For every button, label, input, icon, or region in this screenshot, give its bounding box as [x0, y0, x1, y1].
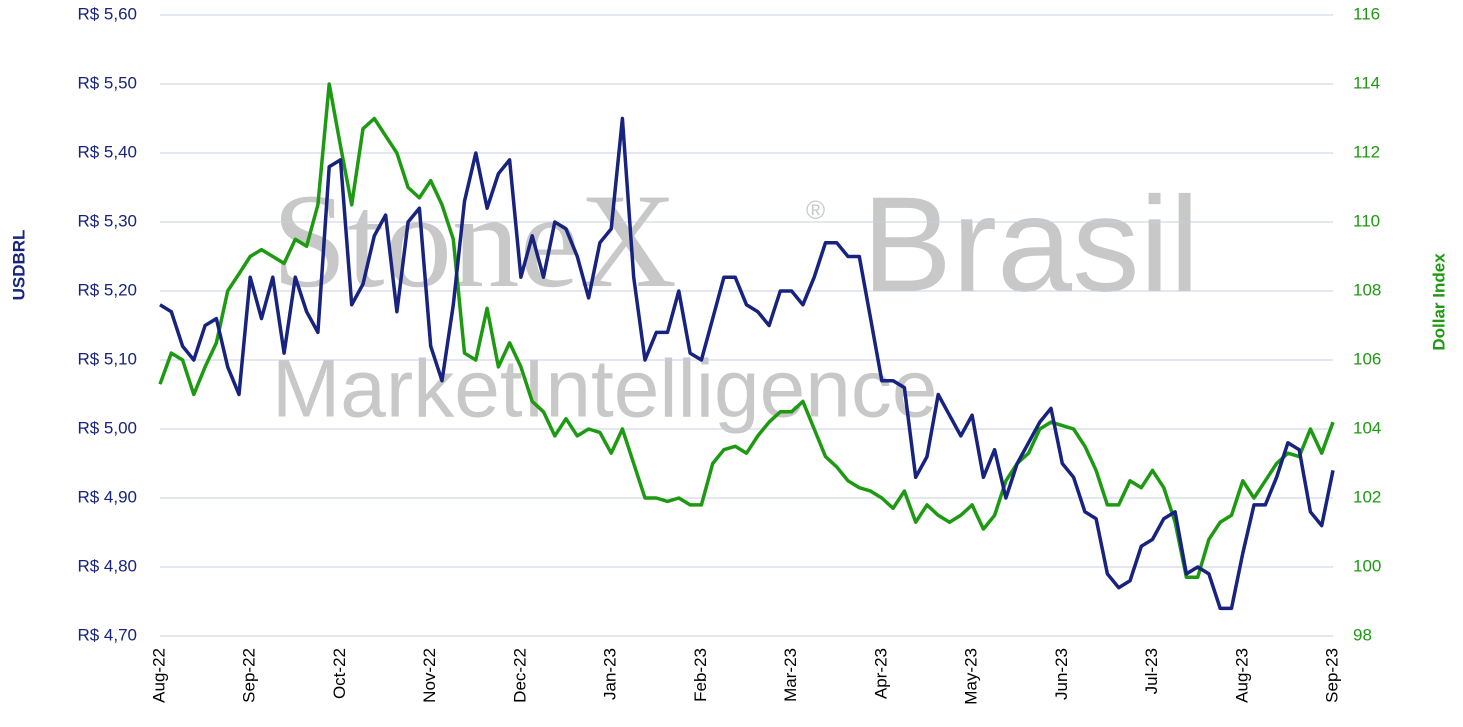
- x-tick-label: Sep-23: [1322, 648, 1341, 703]
- y-tick-label: R$ 5,40: [77, 142, 137, 161]
- y2-tick-label: 106: [1353, 349, 1381, 368]
- y2-tick-label: 112: [1353, 142, 1380, 161]
- y-tick-label: R$ 4,90: [77, 487, 137, 506]
- x-tick-label: Feb-23: [691, 648, 710, 702]
- x-tick-label: Sep-22: [240, 648, 259, 703]
- x-tick-label: Nov-22: [420, 648, 439, 703]
- y2-tick-label: 98: [1353, 625, 1372, 644]
- x-tick-label: May-23: [962, 648, 981, 705]
- watermark: StoneX ® Brasil MarketIntelligence: [272, 167, 1200, 435]
- x-tick-label: Jul-23: [1142, 648, 1161, 694]
- y2-tick-label: 116: [1353, 4, 1380, 23]
- watermark-mark: ®: [806, 195, 825, 225]
- y-tick-label: R$ 4,70: [77, 625, 137, 644]
- y-tick-label: R$ 5,10: [77, 349, 137, 368]
- y2-tick-label: 100: [1353, 556, 1381, 575]
- x-tick-label: Mar-23: [781, 648, 800, 702]
- y2-tick-label: 110: [1353, 211, 1380, 230]
- y2-axis-title: Dollar Index: [1429, 253, 1448, 351]
- watermark-region: Brasil: [862, 169, 1200, 320]
- y-tick-label: R$ 5,20: [77, 280, 137, 299]
- y-axis-title: USDBRL: [9, 230, 28, 301]
- series-line: [158, 82, 1335, 580]
- y-tick-label: R$ 5,50: [77, 73, 137, 92]
- x-tick-label: Apr-23: [871, 648, 890, 699]
- x-tick-label: Aug-23: [1232, 648, 1251, 703]
- x-tick-label: Oct-22: [330, 648, 349, 699]
- y2-tick-label: 104: [1353, 418, 1381, 437]
- series-line: [159, 116, 1335, 611]
- x-tick-label: Aug-22: [149, 648, 168, 703]
- x-tick-label: Jun-23: [1052, 648, 1071, 700]
- y2-tick-label: 102: [1353, 487, 1381, 506]
- y2-tick-label: 108: [1353, 280, 1381, 299]
- watermark-unit: MarketIntelligence: [272, 344, 937, 435]
- x-tick-label: Dec-22: [510, 648, 529, 703]
- y-tick-label: R$ 5,00: [77, 418, 137, 437]
- y-tick-label: R$ 5,60: [77, 4, 137, 23]
- y-tick-label: R$ 4,80: [77, 556, 137, 575]
- y-tick-label: R$ 5,30: [77, 211, 137, 230]
- x-tick-label: Jan-23: [601, 648, 620, 700]
- y2-tick-label: 114: [1353, 73, 1380, 92]
